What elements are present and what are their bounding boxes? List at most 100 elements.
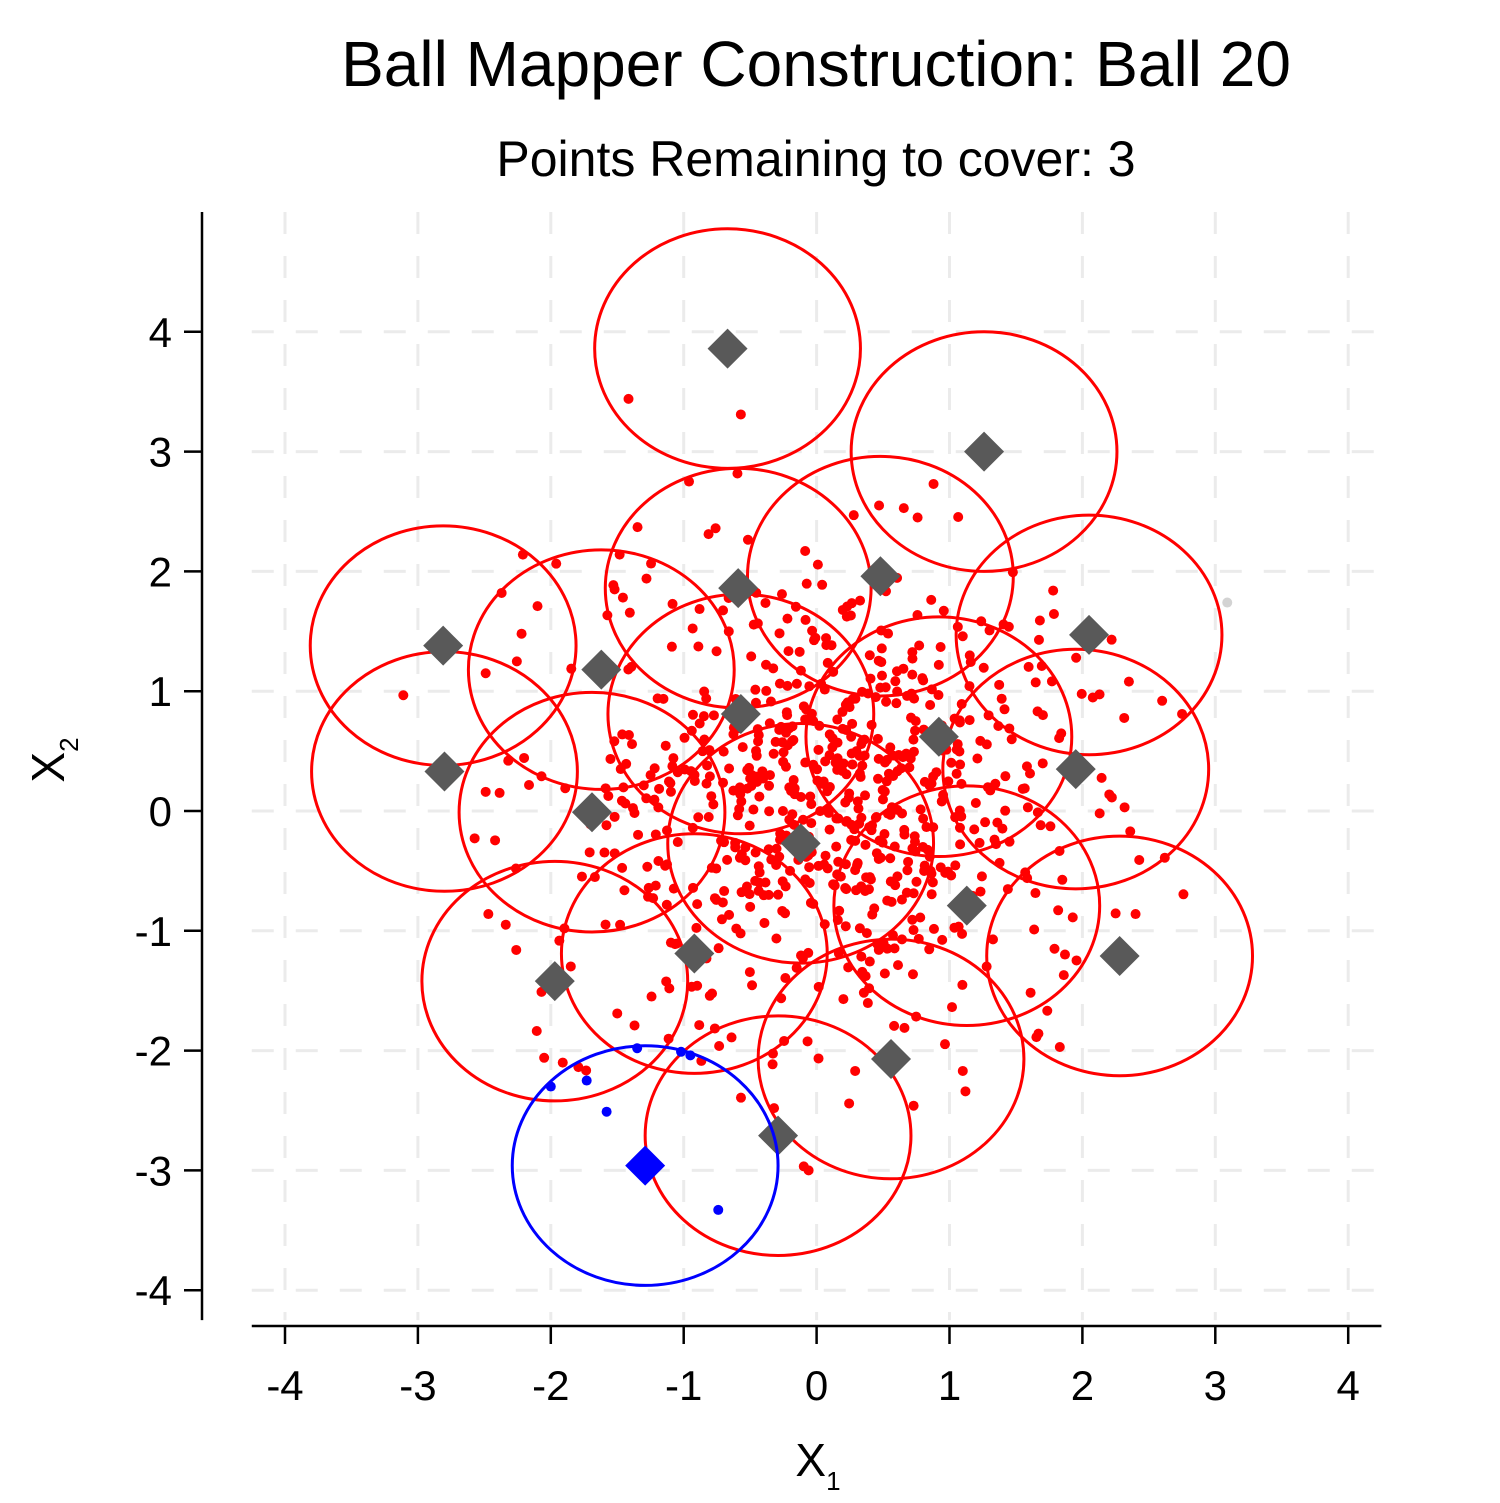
covered-point xyxy=(960,1086,971,1097)
covered-point xyxy=(838,994,849,1005)
covered-point xyxy=(776,721,787,732)
covered-point xyxy=(822,805,833,816)
covered-point xyxy=(785,865,796,876)
covered-point xyxy=(926,778,937,789)
covered-point xyxy=(615,764,626,775)
y-axis-label-sub: 2 xyxy=(54,737,84,751)
covered-point xyxy=(955,839,966,850)
covered-point xyxy=(735,789,746,800)
x-axis-label-sub: 1 xyxy=(826,1466,840,1496)
covered-point xyxy=(911,1011,922,1022)
covered-point xyxy=(605,753,616,764)
covered-point xyxy=(780,972,791,983)
covered-point xyxy=(694,718,705,729)
covered-point xyxy=(813,860,824,871)
covered-point xyxy=(975,886,986,897)
covered-point xyxy=(943,776,954,787)
covered-point xyxy=(812,559,823,570)
covered-point xyxy=(842,697,853,708)
covered-point xyxy=(909,831,920,842)
covered-point xyxy=(603,791,614,802)
covered-point xyxy=(775,828,786,839)
covered-point xyxy=(991,839,1002,850)
covered-point xyxy=(926,684,937,695)
covered-point xyxy=(624,607,635,618)
covered-point xyxy=(860,839,871,850)
covered-point xyxy=(857,736,868,747)
covered-point xyxy=(1004,836,1015,847)
covered-point xyxy=(832,753,843,764)
covered-point xyxy=(901,748,912,759)
covered-point xyxy=(778,756,789,767)
covered-point xyxy=(524,780,535,791)
covered-point xyxy=(910,725,921,736)
covered-point xyxy=(711,646,722,657)
covered-point xyxy=(812,775,823,786)
covered-point xyxy=(796,950,807,961)
covered-point xyxy=(800,714,811,725)
chart-subtitle: Points Remaining to cover: 3 xyxy=(496,131,1135,187)
covered-point xyxy=(983,710,994,721)
covered-point xyxy=(642,861,653,872)
covered-point xyxy=(847,759,858,770)
covered-point xyxy=(918,813,929,824)
covered-point xyxy=(704,990,715,1001)
covered-point xyxy=(661,976,672,987)
covered-point xyxy=(665,786,676,797)
covered-point xyxy=(976,616,987,627)
covered-point xyxy=(976,871,987,882)
covered-point xyxy=(837,723,848,734)
covered-point xyxy=(736,849,747,860)
covered-point xyxy=(661,899,672,910)
covered-point xyxy=(717,897,728,908)
covered-point xyxy=(589,872,600,883)
covered-point xyxy=(1123,676,1134,687)
covered-point xyxy=(754,791,765,802)
covered-point xyxy=(702,760,713,771)
covered-point xyxy=(764,718,775,729)
covered-point xyxy=(718,605,729,616)
y-tick-label: -1 xyxy=(135,908,172,955)
covered-point xyxy=(850,1065,861,1076)
covered-point xyxy=(601,820,612,831)
covered-point xyxy=(754,867,765,878)
covered-point xyxy=(713,943,724,954)
covered-point xyxy=(848,510,859,521)
x-tick-label: -2 xyxy=(532,1362,569,1409)
covered-point xyxy=(764,806,775,817)
covered-point xyxy=(789,789,800,800)
covered-point xyxy=(761,659,772,670)
covered-point xyxy=(732,468,743,479)
covered-point xyxy=(617,862,628,873)
covered-point xyxy=(844,788,855,799)
covered-point xyxy=(798,1161,809,1172)
covered-point xyxy=(896,934,907,945)
covered-point xyxy=(735,928,746,939)
covered-point xyxy=(902,690,913,701)
ball-circle xyxy=(954,513,1224,757)
x-tick-label: 2 xyxy=(1071,1362,1094,1409)
x-axis-label-main: X xyxy=(795,1434,826,1486)
covered-point xyxy=(693,641,704,652)
covered-point xyxy=(957,928,968,939)
axes xyxy=(200,212,1382,1328)
covered-point xyxy=(742,534,753,545)
covered-point xyxy=(879,968,890,979)
covered-point xyxy=(692,899,703,910)
covered-point xyxy=(1032,807,1043,818)
y-tick-label: 0 xyxy=(149,788,172,835)
covered-point xyxy=(490,835,501,846)
covered-point xyxy=(908,1100,919,1111)
covered-point xyxy=(931,767,942,778)
covered-point xyxy=(926,889,937,900)
covered-point xyxy=(706,862,717,873)
x-axis-label: X1 xyxy=(795,1434,840,1496)
covered-point xyxy=(646,558,657,569)
covered-point xyxy=(908,734,919,745)
covered-point xyxy=(652,693,663,704)
covered-point xyxy=(872,733,883,744)
covered-point xyxy=(609,736,620,747)
covered-point xyxy=(798,814,809,825)
covered-point xyxy=(648,893,659,904)
